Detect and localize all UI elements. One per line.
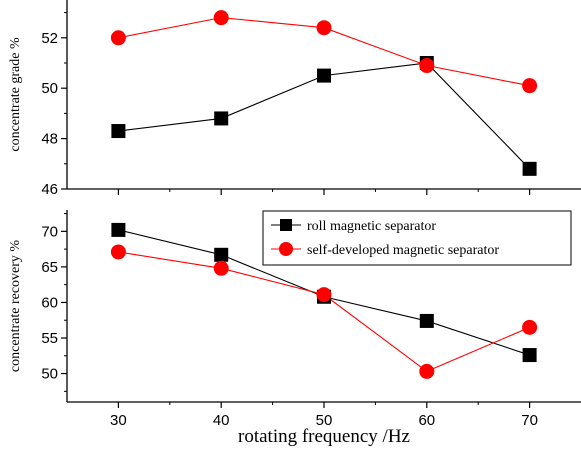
data-point-roll (214, 247, 229, 262)
data-point-roll (522, 161, 537, 176)
x-tick-label: 70 (521, 412, 538, 429)
data-point-self (419, 58, 435, 74)
data-point-roll (522, 348, 537, 363)
legend-label-roll: roll magnetic separator (307, 219, 436, 234)
data-point-self (522, 319, 538, 335)
data-point-self (522, 78, 538, 94)
legend-marker-self (279, 242, 293, 256)
data-point-roll (419, 313, 434, 328)
data-point-self (110, 30, 126, 46)
data-point-roll (214, 111, 229, 126)
y-tick-label: 52 (41, 30, 58, 47)
y-tick-label: 60 (41, 294, 58, 311)
x-tick-label: 30 (110, 412, 127, 429)
y-tick-label: 50 (41, 80, 58, 97)
y-axis-label: concentrate recovery % (8, 240, 23, 372)
legend-box (262, 210, 572, 266)
x-tick-label: 60 (418, 412, 435, 429)
y-axis-label: concentrate grade % (8, 37, 23, 152)
grade-panel: 46 48 50 52 concentrate grade % (8, 0, 581, 198)
data-point-roll (111, 124, 126, 139)
y-tick-label: 50 (41, 366, 58, 383)
y-tick-label: 70 (41, 223, 58, 240)
y-tick-label: 46 (41, 181, 58, 198)
data-point-self (213, 10, 229, 26)
y-tick-label: 55 (41, 330, 58, 347)
data-point-roll (317, 68, 331, 83)
data-point-self (213, 260, 229, 276)
x-tick-label: 40 (213, 412, 230, 429)
data-point-self (419, 363, 435, 379)
data-point-self (316, 287, 332, 303)
y-tick-label: 48 (41, 131, 58, 148)
y-tick-label: 65 (41, 259, 58, 276)
recovery-panel: 50 55 60 65 70 30 40 50 60 70 concentrate recovery… (8, 210, 581, 447)
data-point-self (110, 244, 126, 260)
series-line-self (118, 251, 530, 373)
data-point-self (316, 20, 332, 36)
x-axis-label: rotating frequency /Hz (238, 426, 410, 447)
legend-label-self: self-developed magnetic separator (307, 243, 499, 258)
x-tick-label: 50 (316, 412, 333, 429)
data-point-roll (111, 222, 126, 237)
legend-marker-roll (280, 219, 292, 231)
